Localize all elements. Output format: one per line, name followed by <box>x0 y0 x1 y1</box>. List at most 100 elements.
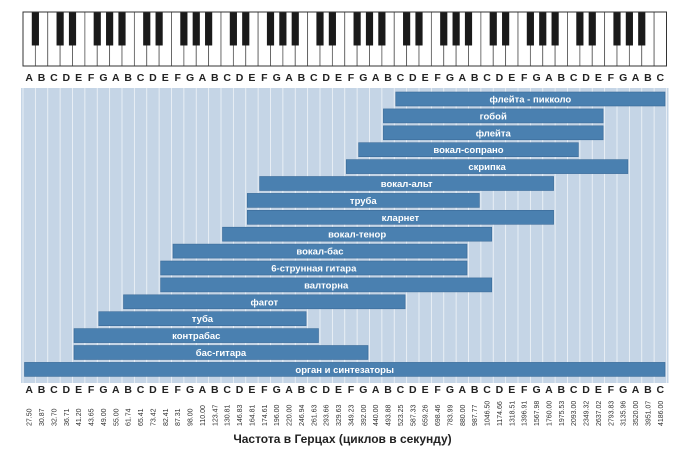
note-label-bottom: C <box>137 384 145 396</box>
piano-black-key <box>316 12 324 46</box>
note-label-bottom: C <box>50 384 58 396</box>
frequency-tick-label: 41.20 <box>76 408 83 426</box>
note-label-top: D <box>63 72 71 84</box>
note-label-bottom: G <box>273 384 281 396</box>
frequency-tick-label: 2093.00 <box>571 401 578 426</box>
piano-black-key <box>365 12 374 46</box>
frequency-tick-label: 61.74 <box>126 408 133 426</box>
note-label-top: E <box>162 72 169 84</box>
piano-black-key <box>279 12 287 46</box>
piano-black-key <box>291 12 299 46</box>
note-label-bottom: G <box>619 384 627 396</box>
frequency-tick-label: 698.46 <box>435 404 442 426</box>
frequency-tick-label: 246.94 <box>299 404 306 426</box>
note-label-bottom: B <box>558 384 566 396</box>
instrument-bar <box>160 260 468 276</box>
frequency-tick-label: 196.00 <box>274 404 281 426</box>
frequency-tick-label: 493.88 <box>386 404 393 426</box>
frequency-tick-label: 1046.50 <box>485 401 492 426</box>
frequency-tick-label: 130.81 <box>225 404 232 426</box>
note-label-top: C <box>310 72 318 84</box>
frequency-tick-label: 1174.66 <box>497 401 504 426</box>
note-label-top: A <box>459 72 467 84</box>
piano-black-key <box>118 12 126 46</box>
frequency-tick-label: 1396.91 <box>522 401 529 426</box>
note-label-top: F <box>88 72 95 84</box>
note-label-bottom: G <box>186 384 194 396</box>
frequency-tick-label: 329.63 <box>336 404 343 426</box>
frequency-tick-label: 392.00 <box>361 404 368 426</box>
frequency-tick-label: 349.23 <box>348 404 355 426</box>
note-label-top: A <box>25 72 33 84</box>
note-label-bottom: D <box>63 384 71 396</box>
piano-black-key <box>143 12 151 46</box>
note-label-top: C <box>137 72 145 84</box>
note-label-bottom: F <box>261 384 268 396</box>
instrument-bar <box>172 243 468 259</box>
note-label-top: D <box>322 72 330 84</box>
frequency-tick-label: 4186.00 <box>658 401 665 426</box>
instrument-bar <box>246 210 554 225</box>
note-label-bottom: A <box>632 384 640 396</box>
note-label-bottom: D <box>582 384 590 396</box>
note-label-bottom: F <box>88 384 95 396</box>
piano-black-key <box>328 12 336 46</box>
frequency-tick-label: 164.81 <box>249 404 256 426</box>
note-label-bottom: B <box>124 384 132 396</box>
frequency-tick-label: 440.00 <box>373 404 380 426</box>
note-label-top: D <box>236 72 244 84</box>
note-label-bottom: E <box>248 384 255 396</box>
note-label-bottom: E <box>335 384 342 396</box>
instrument-bar-label: валторна <box>304 280 349 291</box>
note-label-bottom: A <box>372 384 380 396</box>
instrument-bar-label: вокал-тенор <box>328 230 386 241</box>
instrument-bar-label: орган и синтезаторы <box>295 365 394 376</box>
piano-black-key <box>526 12 534 46</box>
note-label-top: D <box>582 72 590 84</box>
note-label-top: E <box>335 72 342 84</box>
note-label-bottom: F <box>608 384 615 396</box>
note-label-bottom: D <box>149 384 157 396</box>
instrument-bar-label: туба <box>192 314 214 325</box>
note-label-top: B <box>124 72 132 84</box>
note-label-top: E <box>248 72 255 84</box>
piano-white-key <box>653 11 667 67</box>
instrument-bar-label: вокал-сопрано <box>433 145 503 156</box>
piano-black-key <box>613 12 621 46</box>
frequency-tick-label: 293.66 <box>324 404 331 426</box>
piano-black-key <box>440 12 448 46</box>
instrument-bar-label: 6-струнная гитара <box>271 264 357 275</box>
piano-black-key <box>464 12 473 46</box>
instrument-bar-label: кларнет <box>382 213 420 224</box>
note-label-top: C <box>657 72 665 84</box>
note-label-bottom: E <box>595 384 602 396</box>
instrument-bar <box>246 193 480 208</box>
instrument-bar-label: контрабас <box>172 331 220 342</box>
frequency-tick-label: 43.65 <box>89 408 96 426</box>
note-label-top: D <box>149 72 157 84</box>
piano-black-key <box>205 12 213 46</box>
piano-black-key <box>415 12 423 46</box>
frequency-tick-label: 36.71 <box>64 408 71 426</box>
note-label-top: C <box>223 72 231 84</box>
note-label-top: E <box>595 72 602 84</box>
frequency-tick-label: 1318.51 <box>509 401 516 426</box>
instrument-bar <box>383 125 604 141</box>
frequency-tick-label: 110.00 <box>200 405 207 426</box>
note-label-bottom: A <box>112 384 120 396</box>
frequency-tick-label: 220.00 <box>287 404 294 426</box>
frequency-tick-label: 146.83 <box>237 404 244 426</box>
piano-black-key <box>588 12 596 46</box>
note-label-bottom: A <box>25 384 33 396</box>
instrument-bar <box>345 159 629 174</box>
frequency-tick-label: 87.31 <box>175 408 182 426</box>
instrument-bar-label: флейта - пикколо <box>490 95 572 106</box>
piano-black-key <box>452 12 460 46</box>
note-label-top: B <box>384 72 392 84</box>
frequency-tick-label: 3951.07 <box>645 401 652 426</box>
note-label-bottom: C <box>657 384 665 396</box>
note-label-top: A <box>285 72 293 84</box>
piano-black-key <box>551 12 559 46</box>
instrument-bar <box>358 142 579 157</box>
piano-black-key <box>242 12 250 46</box>
